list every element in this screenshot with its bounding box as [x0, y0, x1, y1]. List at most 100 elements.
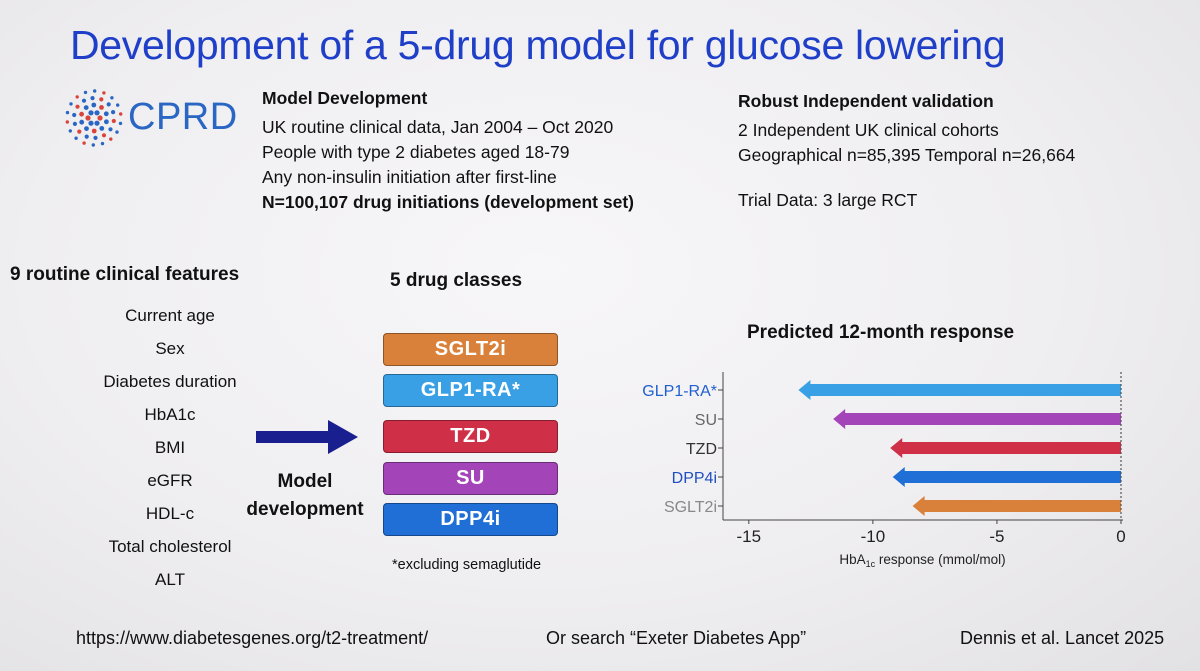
feature-item: BMI	[154, 438, 186, 457]
footer-citation: Dennis et al. Lancet 2025	[960, 628, 1165, 648]
logo-dot	[94, 110, 100, 116]
category-label: GLP1-RA*	[642, 383, 717, 400]
feature-item: HbA1c	[144, 405, 196, 424]
logo-dot	[110, 96, 114, 100]
logo-dot	[103, 111, 109, 117]
logo-dot	[72, 112, 77, 118]
right-arrow-icon	[256, 420, 358, 454]
drug-class-dpp4i: DPP4i	[383, 503, 558, 536]
semaglutide-note: *excluding semaglutide	[392, 557, 542, 573]
drug-class-glp1-ra: GLP1-RA*	[383, 374, 558, 407]
model-development-heading: Model Development	[262, 88, 428, 108]
slide-title: Development of a 5-drug model for glucos…	[70, 22, 1006, 68]
logo-dot	[75, 104, 80, 109]
feature-item: Sex	[155, 339, 185, 358]
category-label: TZD	[686, 441, 717, 458]
logo-dot	[94, 120, 100, 126]
logo-dot	[115, 130, 119, 134]
logo-dot	[99, 97, 104, 102]
logo-dot	[91, 143, 95, 147]
validation-line: 2 Independent UK clinical cohorts	[738, 120, 999, 140]
footer-url[interactable]: https://www.diabetesgenes.org/t2-treatme…	[76, 628, 429, 648]
bar-glp1ra	[798, 380, 1121, 400]
logo-dot	[91, 128, 97, 134]
logo-dot	[106, 102, 111, 107]
logo-dot	[93, 89, 97, 93]
logo-dot	[111, 110, 116, 115]
logo-dot	[108, 127, 113, 132]
logo-dot	[88, 110, 94, 116]
x-tick-label: -15	[737, 527, 762, 546]
logo-dot	[88, 120, 94, 126]
feature-item: Current age	[125, 306, 215, 325]
drug-class-su: SU	[383, 462, 558, 495]
logo-dot	[100, 141, 105, 146]
feature-item: ALT	[155, 570, 185, 589]
logo-dot	[68, 129, 72, 133]
logo-dot	[111, 118, 116, 124]
logo-dot	[104, 119, 109, 125]
logo-dot	[97, 115, 103, 121]
x-tick-label: -5	[989, 527, 1004, 546]
validation-heading: Robust Independent validation	[738, 91, 994, 111]
logo-dot	[74, 136, 78, 140]
x-tick-label: -10	[861, 527, 886, 546]
model-development-line: Any non-insulin initiation after first-l…	[262, 167, 557, 187]
bar-su	[833, 409, 1121, 429]
logo-dot	[75, 95, 79, 99]
validation-block: Robust Independent validation 2 Independ…	[738, 89, 1075, 213]
bar-sglt2i	[912, 496, 1121, 516]
logo-dot	[99, 105, 104, 110]
model-development-line: People with type 2 diabetes aged 18-79	[262, 142, 570, 162]
feature-item: HDL-c	[145, 504, 195, 523]
feature-item: Diabetes duration	[103, 372, 237, 391]
x-axis-label: HbA1c response (mmol/mol)	[839, 552, 1005, 569]
logo-dot	[84, 134, 89, 139]
model-label-line: Model	[277, 471, 333, 492]
logo-dot	[118, 121, 123, 126]
model-label-line: development	[246, 499, 364, 520]
feature-item: Total cholesterol	[108, 537, 232, 556]
logo-dot	[90, 96, 95, 101]
logo-dot	[83, 105, 89, 110]
category-label: SGLT2i	[664, 499, 717, 516]
logo-dot	[99, 126, 105, 131]
bar-tzd	[890, 438, 1121, 458]
category-label: SU	[695, 412, 717, 429]
cprd-logo-icon	[65, 89, 123, 147]
logo-dot	[85, 115, 91, 121]
x-tick-label: 0	[1116, 527, 1125, 546]
development-set-count: N=100,107 drug initiations (development …	[262, 192, 634, 212]
logo-dot	[116, 103, 120, 107]
drug-class-tzd: TZD	[383, 420, 558, 453]
chart-title: Predicted 12-month response	[747, 322, 1015, 343]
drug-class-sglt2i: SGLT2i	[383, 333, 558, 366]
logo-dot	[91, 102, 97, 108]
logo-dot	[119, 112, 123, 116]
category-label: DPP4i	[672, 470, 717, 487]
model-development-line: UK routine clinical data, Jan 2004 – Oct…	[262, 117, 614, 137]
features-list: Current age Sex Diabetes duration HbA1c …	[40, 302, 300, 599]
logo-dot	[84, 126, 89, 131]
trial-data-line: Trial Data: 3 large RCT	[738, 190, 918, 210]
logo-dot	[93, 135, 98, 140]
logo-dot	[69, 102, 73, 106]
logo-dot	[65, 120, 69, 124]
logo-dot	[77, 129, 82, 134]
logo-dot	[83, 90, 88, 95]
drug-classes-title: 5 drug classes	[390, 270, 523, 291]
logo-dot	[109, 137, 113, 141]
logo-dot	[65, 110, 70, 115]
feature-item: eGFR	[147, 471, 193, 490]
cprd-logo-text: CPRD	[128, 96, 238, 138]
model-development-block: Model Development UK routine clinical da…	[262, 86, 634, 215]
footer-search: Or search “Exeter Diabetes App”	[546, 628, 807, 648]
logo-dot	[72, 121, 77, 126]
features-title: 9 routine clinical features	[10, 264, 240, 285]
validation-line: Geographical n=85,395 Temporal n=26,664	[738, 145, 1076, 165]
logo-dot	[101, 133, 107, 138]
logo-dot	[79, 119, 85, 125]
bar-dpp4i	[892, 467, 1121, 487]
logo-dot	[79, 111, 84, 117]
